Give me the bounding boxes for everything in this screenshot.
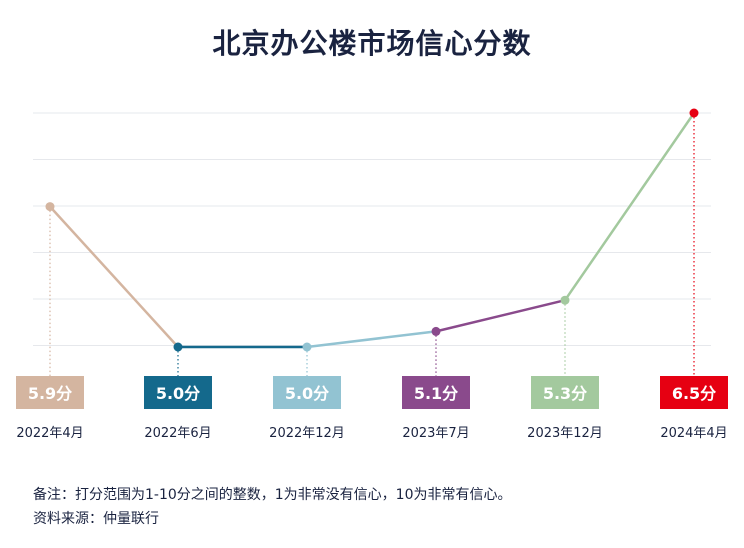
value-label: 5.1分 bbox=[402, 376, 470, 409]
series-segment bbox=[48, 205, 180, 349]
data-point bbox=[689, 108, 699, 118]
value-label-text: 5.3分 bbox=[543, 384, 587, 403]
value-label: 5.9分 bbox=[16, 376, 84, 409]
line-chart: 5.9分 5.0分 5.0分 5.1分 5.3分 6.5分 2022年4月 2022年6月 2… bbox=[16, 108, 728, 441]
value-label-text: 5.0分 bbox=[285, 384, 329, 403]
value-label: 5.0分 bbox=[144, 376, 212, 409]
value-label-text: 6.5分 bbox=[672, 384, 716, 403]
value-label-text: 5.9分 bbox=[28, 384, 72, 403]
data-point bbox=[173, 342, 183, 352]
value-label: 6.5分 bbox=[660, 376, 728, 409]
value-label: 5.0分 bbox=[273, 376, 341, 409]
drop-lines bbox=[49, 113, 695, 376]
value-label-box bbox=[144, 376, 212, 409]
footnote-source: 资料来源：仲量联行 bbox=[33, 511, 159, 527]
value-label-box bbox=[531, 376, 599, 409]
value-label: 5.3分 bbox=[531, 376, 599, 409]
chart-title: 北京办公楼市场信心分数 bbox=[212, 27, 532, 60]
series-segment bbox=[563, 111, 696, 302]
value-label-box bbox=[402, 376, 470, 409]
value-label-box bbox=[273, 376, 341, 409]
series-segment bbox=[305, 330, 438, 349]
series-segment bbox=[434, 298, 567, 333]
x-tick-label: 2022年4月 bbox=[16, 426, 83, 441]
x-tick-label: 2023年12月 bbox=[527, 426, 603, 441]
x-tick-labels: 2022年4月 2022年6月 2022年12月 2023年7月 2023年12月 202… bbox=[16, 426, 727, 441]
value-label-box bbox=[16, 376, 84, 409]
data-points bbox=[45, 108, 699, 352]
data-point bbox=[45, 202, 55, 212]
x-tick-label: 2022年12月 bbox=[269, 426, 345, 441]
value-label-text: 5.0分 bbox=[156, 384, 200, 403]
value-label-text: 5.1分 bbox=[414, 384, 458, 403]
data-point bbox=[302, 342, 312, 352]
value-labels: 5.9分 5.0分 5.0分 5.1分 5.3分 6.5分 bbox=[16, 376, 728, 409]
value-label-box bbox=[660, 376, 728, 409]
x-tick-label: 2022年6月 bbox=[144, 426, 211, 441]
data-point bbox=[431, 326, 441, 336]
data-point bbox=[560, 295, 570, 305]
x-tick-label: 2023年7月 bbox=[402, 426, 469, 441]
grid-lines bbox=[33, 112, 711, 346]
x-tick-label: 2024年4月 bbox=[660, 426, 727, 441]
series-segments bbox=[48, 111, 696, 349]
footnote-remark: 备注：打分范围为1-10分之间的整数，1为非常没有信心，10为非常有信心。 bbox=[33, 487, 512, 503]
